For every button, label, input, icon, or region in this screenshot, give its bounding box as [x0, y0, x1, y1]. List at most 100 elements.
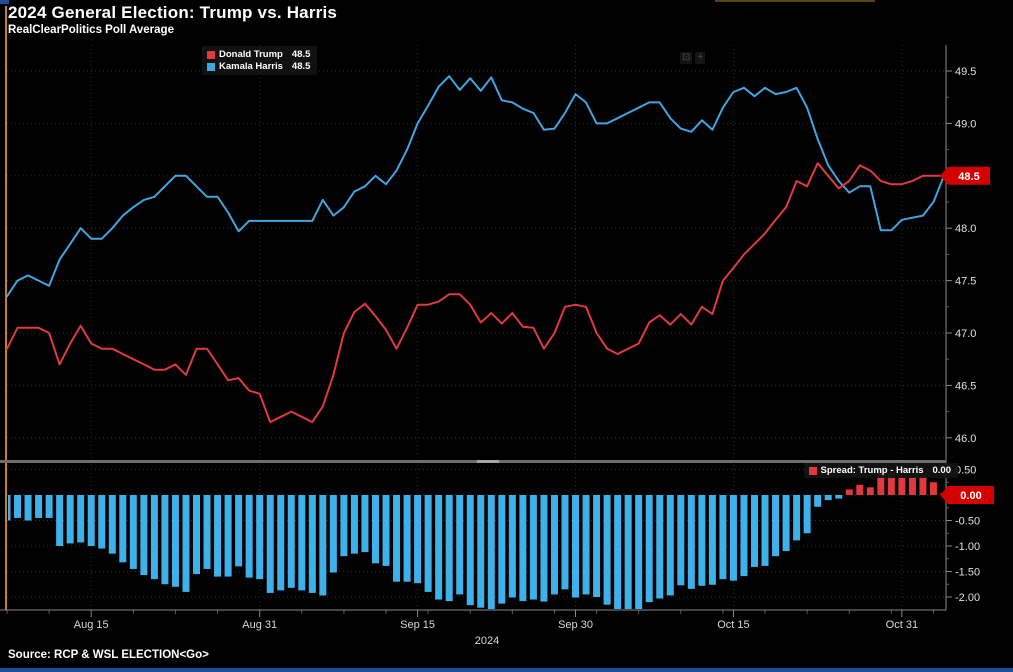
spread-bar [656, 495, 664, 599]
spread-bar [108, 495, 116, 554]
spread-bar [698, 495, 706, 586]
spread-bar [529, 495, 537, 600]
trump-last-price-badge-text: 48.5 [958, 171, 979, 183]
spread-legend[interactable]: Spread: Trump - Harris 0.00 [803, 463, 958, 478]
panel-add-icon[interactable]: + [695, 52, 706, 64]
x-tick-label: Oct 15 [717, 619, 749, 631]
panel-maximize-icon[interactable]: ⊡ [680, 52, 693, 64]
x-tick-label: Oct 31 [886, 619, 918, 631]
spread-bar [77, 495, 85, 543]
spread-legend-value: 0.00 [932, 465, 952, 476]
legend-item-harris: Kamala Harris 48.5 [207, 61, 310, 72]
spread-bar [761, 495, 769, 566]
spread-bar [593, 495, 601, 597]
spread-bar [8, 495, 11, 521]
trump-legend-value: 48.5 [291, 49, 311, 60]
y-tick-label-spread: -1.50 [955, 567, 980, 579]
spread-bar [171, 495, 179, 587]
spread-bar [561, 495, 569, 590]
spread-bar [782, 495, 790, 552]
spread-bar [287, 495, 295, 588]
spread-bar [456, 495, 464, 595]
spread-bar [603, 495, 611, 605]
window-top-edge [715, 0, 875, 2]
page-title: 2024 General Election: Trump vs. Harris [8, 3, 338, 22]
spread-bar [161, 495, 169, 585]
spread-bar [414, 495, 422, 584]
spread-bar [45, 495, 53, 518]
spread-bars [8, 471, 948, 609]
x-tick-label: Aug 15 [74, 619, 109, 631]
spread-bar [666, 495, 674, 596]
spread-bar [719, 495, 727, 580]
spread-bar [87, 495, 95, 546]
spread-bar [729, 495, 737, 581]
spread-bar [24, 495, 32, 521]
y-tick-label-main: 47.0 [955, 328, 976, 340]
x-tick-label: Aug 31 [242, 619, 277, 631]
left-axis-amber-line [5, 6, 7, 610]
spread-bar [645, 495, 653, 603]
spread-bar [887, 472, 895, 495]
spread-bar [361, 495, 369, 553]
spread-last-value-badge [940, 486, 994, 504]
spread-bar [66, 495, 74, 544]
spread-bar [98, 495, 106, 549]
spread-bar [582, 495, 590, 595]
spread-bar [319, 495, 327, 596]
spread-bar [266, 495, 274, 593]
spread-bar [329, 495, 337, 573]
spread-bar [235, 495, 243, 567]
spread-bar [856, 484, 864, 495]
spread-bar [308, 495, 316, 593]
spread-bar [877, 471, 885, 495]
spread-bar [929, 482, 937, 495]
spread-swatch-icon [808, 466, 817, 475]
x-tick-label: Sep 30 [558, 619, 593, 631]
spread-bar [824, 495, 832, 501]
x-axis-year-label: 2024 [475, 635, 499, 647]
spread-bar [908, 477, 916, 495]
spread-bar [614, 495, 622, 609]
spread-bar [540, 495, 548, 602]
spread-bar [371, 495, 379, 564]
spread-legend-label: Spread: Trump - Harris [820, 465, 924, 476]
spread-bar [508, 495, 516, 598]
spread-bar [477, 495, 485, 608]
spread-bar [677, 495, 685, 586]
spread-last-value-badge-text: 0.00 [960, 490, 981, 502]
y-tick-label-main: 47.5 [955, 276, 976, 288]
last-value-badges: 48.5 0.00 [940, 166, 994, 504]
y-tick-label-spread: -1.00 [955, 541, 980, 553]
spread-bar [814, 495, 822, 507]
spread-bar [182, 495, 190, 592]
spread-bar [203, 495, 211, 569]
separator-drag-handle[interactable] [477, 460, 499, 463]
panel-separator[interactable] [0, 460, 946, 463]
spread-bar [150, 495, 158, 580]
main-legend[interactable]: Donald Trump 48.5 Kamala Harris 48.5 [202, 46, 318, 75]
panel-controls: ⊡ + [680, 52, 706, 64]
spread-bar [298, 495, 306, 591]
x-tick-label: Sep 15 [400, 619, 435, 631]
spread-bar [793, 495, 801, 541]
spread-bar [14, 495, 22, 518]
window-bottom-edge [0, 668, 1013, 672]
spread-bar [919, 475, 927, 495]
y-tick-label-main: 49.5 [955, 66, 976, 78]
spread-bar [740, 495, 748, 577]
trump-swatch-icon [207, 50, 215, 59]
spread-bar [487, 495, 495, 609]
spread-bar [119, 495, 127, 563]
spread-bar [687, 495, 695, 589]
harris-legend-value: 48.5 [291, 61, 311, 72]
spread-bar [140, 495, 148, 576]
spread-bar [256, 495, 264, 580]
spread-bar [624, 495, 632, 609]
spread-bar [382, 495, 390, 566]
y-tick-label-main: 49.0 [955, 118, 976, 130]
y-tick-label-spread: -0.50 [955, 516, 980, 528]
spread-bar [245, 495, 253, 578]
harris-swatch-icon [207, 62, 215, 71]
trump-legend-label: Donald Trump [219, 49, 283, 60]
